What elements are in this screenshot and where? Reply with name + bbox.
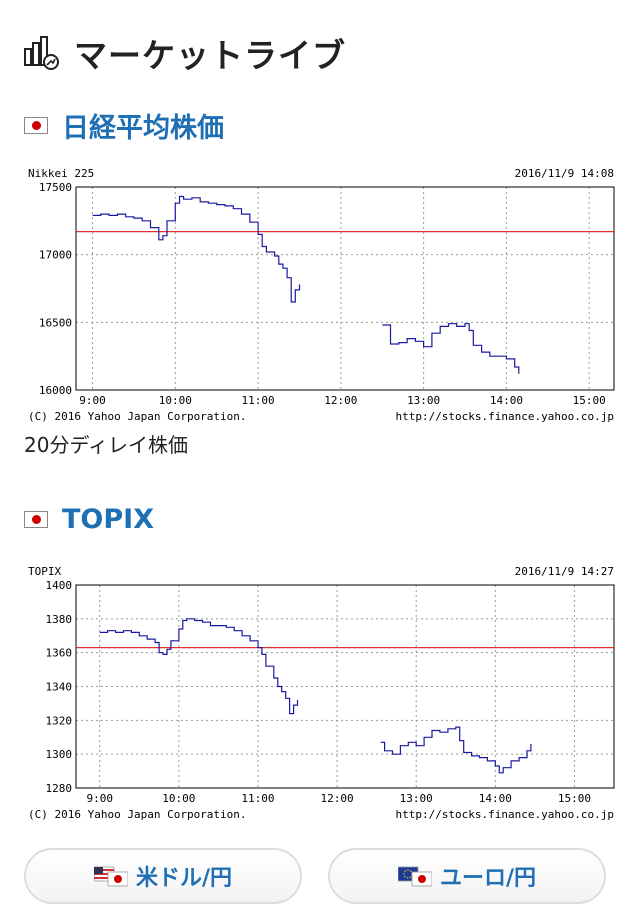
chart-timestamp: 2016/11/9 14:27 [515, 565, 614, 578]
chart-credit-left: (C) 2016 Yahoo Japan Corporation. [28, 410, 247, 423]
us-japan-flag-icon [93, 866, 128, 887]
x-tick-label: 12:00 [321, 792, 354, 805]
x-tick-label: 14:00 [479, 792, 512, 805]
y-tick-label: 1340 [46, 681, 73, 694]
x-tick-label: 13:00 [407, 394, 440, 407]
x-tick-label: 10:00 [162, 792, 195, 805]
y-tick-label: 17000 [39, 249, 72, 262]
plot-frame [75, 186, 615, 391]
x-tick-label: 15:00 [558, 792, 591, 805]
usd-jpy-button[interactable]: 米ドル/円 [24, 848, 302, 904]
page-title: マーケットライブ [74, 36, 346, 75]
y-tick-label: 1320 [46, 714, 73, 727]
x-tick-label: 9:00 [79, 394, 106, 407]
x-tick-label: 15:00 [573, 394, 606, 407]
topix-section-title: TOPIX [24, 504, 154, 535]
japan-flag-icon [24, 511, 48, 528]
x-tick-label: 10:00 [159, 394, 192, 407]
y-tick-label: 16500 [39, 316, 72, 329]
y-tick-label: 1400 [46, 579, 73, 592]
chart-timestamp: 2016/11/9 14:08 [515, 167, 614, 180]
japan-flag-icon [24, 117, 48, 134]
nikkei-section-title: 日経平均株価 [24, 106, 224, 145]
chart-title: Nikkei 225 [28, 167, 94, 180]
eur-jpy-label: ユーロ/円 [439, 866, 537, 891]
nikkei-chart[interactable]: Nikkei 225 2016/11/9 14:08 9:00 10:00 11:00 1… [24, 164, 620, 426]
y-tick-label: 1360 [46, 647, 73, 660]
x-tick-label: 9:00 [86, 792, 113, 805]
x-tick-label: 11:00 [241, 792, 274, 805]
series-line-morning [92, 195, 301, 303]
chart-credit-right: http://stocks.finance.yahoo.co.jp [395, 410, 614, 423]
usd-jpy-label: 米ドル/円 [135, 866, 233, 891]
y-tick-label: 17500 [39, 181, 72, 194]
topix-chart[interactable]: TOPIX 2016/11/9 14:27 9:00 10:00 11:00 12:00 1… [24, 562, 620, 824]
x-tick-label: 14:00 [490, 394, 523, 407]
x-tick-label: 12:00 [324, 394, 357, 407]
delay-note: 20分ディレイ株価 [24, 433, 189, 457]
stock-chart-icon [24, 36, 59, 70]
topix-title[interactable]: TOPIX [62, 504, 155, 535]
y-tick-label: 16000 [39, 384, 72, 397]
eu-japan-flag-icon [397, 866, 432, 887]
chart-credit-left: (C) 2016 Yahoo Japan Corporation. [28, 808, 247, 821]
y-tick-label: 1380 [46, 613, 73, 626]
x-tick-label: 13:00 [400, 792, 433, 805]
series-line-afternoon [380, 726, 532, 774]
chart-credit-right: http://stocks.finance.yahoo.co.jp [395, 808, 614, 821]
chart-title: TOPIX [28, 565, 61, 578]
series-line-morning [99, 618, 299, 715]
nikkei-title[interactable]: 日経平均株価 [62, 113, 224, 144]
y-tick-label: 1280 [46, 782, 73, 795]
plot-frame [75, 584, 615, 789]
x-tick-label: 11:00 [242, 394, 275, 407]
series-line-afternoon [382, 323, 520, 374]
page-header: マーケットライブ [24, 30, 346, 76]
y-tick-label: 1300 [46, 748, 73, 761]
eur-jpy-button[interactable]: ユーロ/円 [328, 848, 606, 904]
